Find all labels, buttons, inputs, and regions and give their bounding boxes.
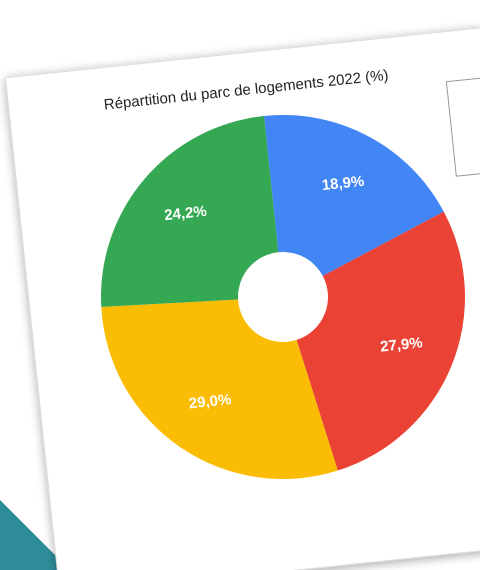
slice [101, 299, 338, 479]
donut: 18,9% 27,9% 29,0% 24,2% [101, 115, 465, 479]
slice [263, 115, 444, 276]
slice [101, 115, 279, 307]
value-label: 27,9% [379, 334, 423, 355]
legend-box [445, 74, 480, 177]
slice [296, 211, 465, 471]
value-label: 29,0% [188, 391, 232, 412]
value-label: 18,9% [321, 173, 365, 194]
value-label: 24,2% [163, 203, 207, 224]
card: Répartition du parc de logements 2022 (%… [5, 27, 480, 570]
corner-triangle [0, 500, 70, 570]
